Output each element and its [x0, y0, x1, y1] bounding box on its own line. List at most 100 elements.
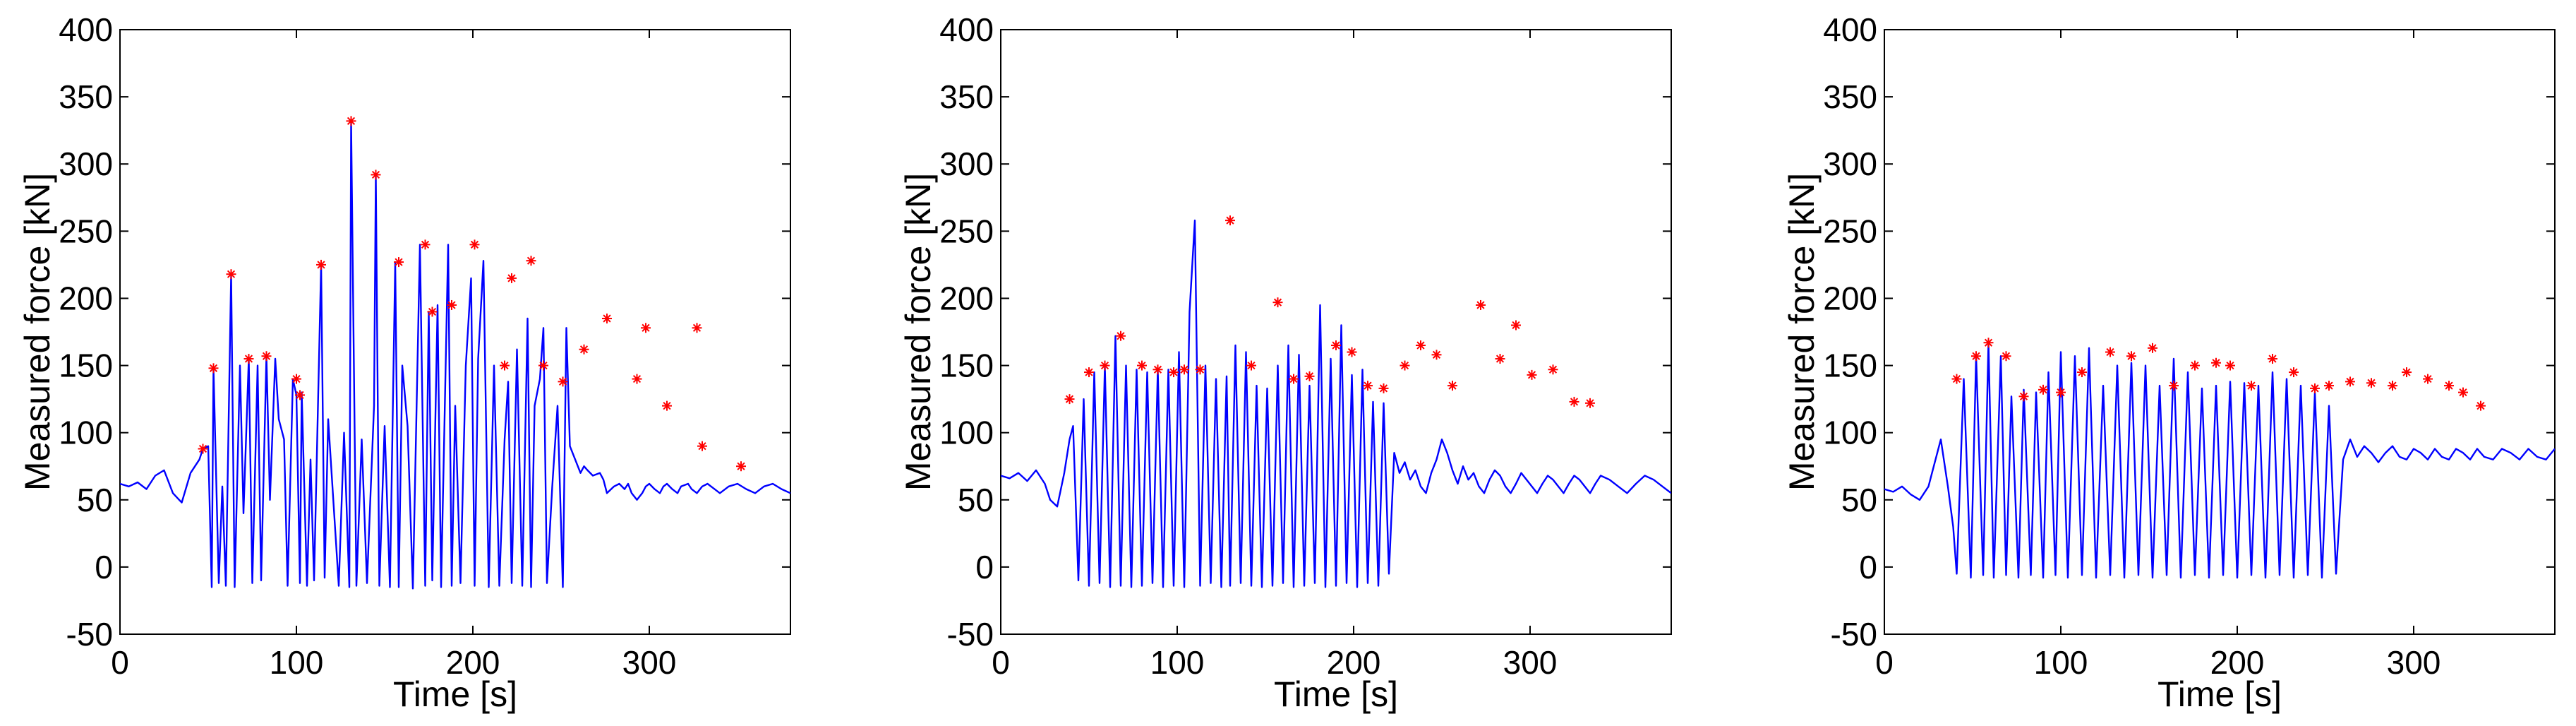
peak-marker	[1064, 394, 1075, 405]
peak-marker	[2169, 381, 2179, 391]
peak-marker	[295, 390, 305, 400]
peak-marker	[291, 374, 301, 384]
y-tick-label: 100	[59, 415, 113, 451]
peak-marker	[2324, 381, 2334, 391]
y-tick-label: 200	[59, 280, 113, 316]
peak-marker	[632, 374, 642, 384]
peak-marker	[2038, 384, 2048, 395]
peak-marker	[500, 360, 510, 371]
peak-marker	[1225, 215, 1235, 226]
x-tick-label: 0	[992, 644, 1010, 681]
peak-marker	[1347, 347, 1357, 357]
peak-marker	[2018, 391, 2029, 402]
peak-marker	[1585, 398, 1595, 408]
peak-marker	[1179, 364, 1189, 375]
peak-marker	[1971, 351, 1981, 362]
y-tick-label: 150	[939, 347, 994, 384]
peak-marker	[692, 323, 702, 333]
y-tick-label: 400	[939, 11, 994, 48]
x-tick-label: 200	[1327, 644, 1381, 681]
y-tick-label: 100	[1823, 415, 1877, 451]
x-axis-label: Time [s]	[1274, 674, 1398, 714]
x-tick-label: 100	[270, 644, 324, 681]
peak-marker	[1116, 331, 1126, 341]
peak-marker	[1195, 364, 1205, 375]
x-tick-label: 0	[1875, 644, 1894, 681]
peak-marker	[1416, 340, 1426, 351]
plot-area	[1884, 29, 2556, 635]
peak-marker	[2310, 383, 2320, 393]
y-tick-label: 50	[958, 482, 994, 518]
peak-marker	[371, 169, 381, 180]
peak-marker	[558, 376, 568, 387]
x-tick-label: 100	[1150, 644, 1205, 681]
y-tick-label: 150	[1823, 347, 1877, 384]
x-tick-label: 200	[446, 644, 500, 681]
peak-marker	[1363, 381, 1373, 391]
peak-marker	[2388, 381, 2397, 391]
x-tick-label: 300	[622, 644, 677, 681]
peak-marker	[1400, 360, 1410, 371]
peak-marker	[261, 351, 272, 362]
peak-marker	[1448, 381, 1457, 391]
peak-marker	[1152, 364, 1163, 375]
chart-panel-2: -50 0 50 100 150 200 250 300 350 400 0 100 200 300 Tim…	[858, 0, 1716, 726]
chart-panel-1: -50 0 50 100 150 200 250 300 350 400 0 100 200 300 Tim…	[0, 0, 858, 726]
peak-marker	[226, 269, 236, 280]
peak-marker	[427, 307, 438, 317]
y-tick-label: 300	[939, 145, 994, 182]
peak-marker	[420, 239, 431, 250]
peak-marker	[394, 257, 404, 268]
y-axis-label: Measured force [kN]	[898, 173, 938, 491]
x-tick-label: 300	[1503, 644, 1558, 681]
peak-marker	[316, 259, 326, 270]
x-axis-label: Time [s]	[2157, 674, 2282, 714]
peak-marker	[1378, 383, 1389, 393]
peak-marker	[2366, 378, 2376, 388]
series-line-force	[1001, 219, 1671, 588]
y-tick-label: 250	[59, 213, 113, 249]
peak-marker	[2225, 360, 2235, 371]
y-tick-label: 350	[939, 78, 994, 115]
peak-marker	[1511, 320, 1521, 331]
y-tick-label: 250	[939, 213, 994, 249]
peak-marker	[198, 444, 208, 454]
peak-marker	[2458, 387, 2468, 398]
y-tick-label: 100	[939, 415, 994, 451]
peak-marker	[602, 313, 612, 323]
peak-marker	[1983, 338, 1994, 348]
peak-marker	[2268, 354, 2277, 364]
peak-marker	[2246, 381, 2256, 391]
peak-marker	[736, 461, 746, 472]
y-tick-label: 150	[59, 347, 113, 384]
y-tick-label: 350	[59, 78, 113, 115]
peak-marker	[1100, 360, 1110, 371]
y-tick-label: 300	[1823, 145, 1877, 182]
peak-marker	[526, 256, 536, 266]
peak-marker	[1569, 396, 1579, 407]
peak-marker	[2211, 357, 2221, 368]
peak-marker	[2345, 376, 2355, 387]
peak-marker	[243, 354, 254, 364]
peak-marker	[2476, 400, 2486, 411]
peak-marker	[2105, 347, 2115, 357]
y-tick-label: 50	[77, 482, 113, 518]
y-tick-label: -50	[1831, 616, 1877, 653]
peak-marker	[447, 299, 457, 310]
y-tick-label: -50	[947, 616, 994, 653]
peak-marker	[1548, 364, 1558, 375]
y-tick-label: 0	[95, 549, 113, 585]
peak-marker	[1289, 374, 1299, 384]
plot-area	[1000, 29, 1672, 635]
peak-marker	[507, 273, 517, 283]
peak-marker	[2444, 381, 2454, 391]
y-tick-label: 400	[59, 11, 113, 48]
peak-marker	[1476, 299, 1486, 310]
x-tick-label: 100	[2034, 644, 2088, 681]
peak-marker	[1169, 367, 1179, 378]
series-line-force	[1884, 342, 2555, 579]
peak-marker	[2402, 367, 2412, 378]
